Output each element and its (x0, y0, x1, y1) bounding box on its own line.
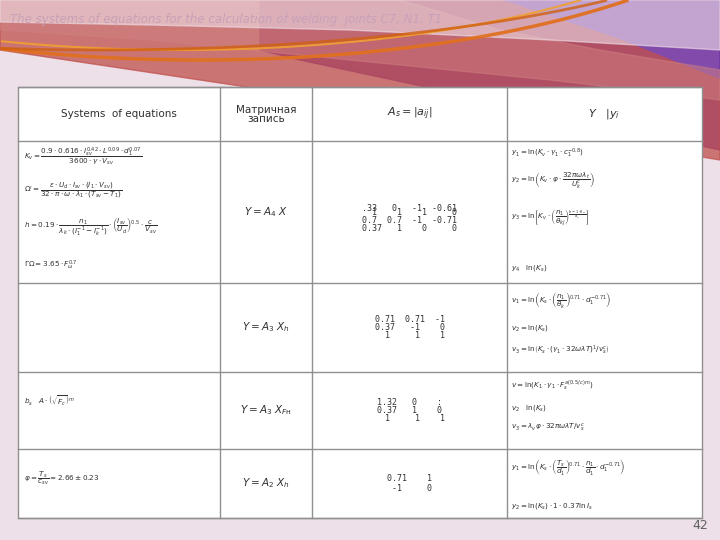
Text: $A_s = |a_{ij}|$: $A_s = |a_{ij}|$ (387, 106, 433, 122)
Text: $y_1 = \ln\!\left(K_s \cdot \left(\dfrac{T_s}{d_1}\right)^{\!0.71} \cdot \dfrac{: $y_1 = \ln\!\left(K_s \cdot \left(\dfrac… (511, 457, 626, 477)
Text: $Y{=}A_3\ X_h$: $Y{=}A_3\ X_h$ (242, 321, 289, 334)
Text: 1.32   0    :: 1.32 0 : (377, 398, 442, 407)
Text: 0.71    1: 0.71 1 (387, 474, 432, 483)
Text: $v = \ln(K_1 \cdot \gamma_1 \cdot F_s^{a(0.5/c)m})$: $v = \ln(K_1 \cdot \gamma_1 \cdot F_s^{a… (511, 378, 593, 392)
Text: $y_4 \quad \ln(K_s)$: $y_4 \quad \ln(K_s)$ (511, 264, 547, 273)
Text: 1     1    1: 1 1 1 (374, 331, 444, 340)
Text: $v_2 = \ln(K_s)$: $v_2 = \ln(K_s)$ (511, 323, 549, 333)
Text: $Y \quad |y_i$: $Y \quad |y_i$ (588, 107, 621, 121)
Text: $v_1 = \ln\!\left(K_s \cdot \left(\dfrac{n_1}{\theta_k}\right)^{\!0.71} \cdot d_: $v_1 = \ln\!\left(K_s \cdot \left(\dfrac… (511, 291, 611, 310)
Text: $Y{=}A_4\ X$: $Y{=}A_4\ X$ (244, 205, 288, 219)
Text: The systems of equations for the calculation of welding  joints C7, N1, T1: The systems of equations for the calcula… (10, 13, 442, 26)
Text: 1     1    1: 1 1 1 (374, 414, 444, 423)
Text: $v_3 = \ln\!\left(K_s \cdot (\gamma_1 \cdot 32\omega\lambda T)^1 / v_s^c\right)$: $v_3 = \ln\!\left(K_s \cdot (\gamma_1 \c… (511, 343, 610, 357)
Text: 0.37   1    0     0: 0.37 1 0 0 (362, 224, 457, 233)
Text: $\Omega' = \dfrac{\varepsilon \cdot U_d \cdot I_{sv} \cdot (I_1 \cdot V_{sv})}{3: $\Omega' = \dfrac{\varepsilon \cdot U_d … (24, 181, 122, 200)
Text: 0.7  0.7  -1  -0.71: 0.7 0.7 -1 -0.71 (362, 215, 457, 225)
Text: 42: 42 (692, 519, 708, 532)
Text: $v_2 \quad \ln(K_s)$: $v_2 \quad \ln(K_s)$ (511, 402, 547, 413)
Bar (18, 87, 702, 518)
Text: -1     0: -1 0 (387, 484, 432, 493)
Text: $\Gamma\Omega = 3.65 \cdot F_{\omega}^{0.7}$: $\Gamma\Omega = 3.65 \cdot F_{\omega}^{0… (24, 259, 78, 272)
Polygon shape (0, 0, 720, 100)
Text: $y_2 = \ln\!\left(K_v \cdot \varphi \cdot \dfrac{32\pi\omega\lambda_t}{U_k^c}\ri: $y_2 = \ln\!\left(K_v \cdot \varphi \cdo… (511, 171, 595, 191)
Polygon shape (260, 0, 720, 150)
Text: Systems  of equations: Systems of equations (61, 109, 177, 119)
Text: $Y{=}A_2\ X_h$: $Y{=}A_2\ X_h$ (242, 476, 289, 490)
Polygon shape (0, 0, 720, 50)
Text: $b_s \quad A \cdot \left(\sqrt{F_c}\right)^m$: $b_s \quad A \cdot \left(\sqrt{F_c}\righ… (24, 393, 75, 408)
Text: 0.71  0.71  -1: 0.71 0.71 -1 (374, 315, 444, 324)
Text: 0.37   1    0: 0.37 1 0 (377, 406, 442, 415)
Text: .33   0   -1  -0.61: .33 0 -1 -0.61 (362, 204, 457, 213)
Text: 0.37   -1    0: 0.37 -1 0 (374, 323, 444, 332)
Text: $Y{=}A_3\ X_{F\text{н}}$: $Y{=}A_3\ X_{F\text{н}}$ (240, 403, 292, 417)
Text: 1    1    1     0: 1 1 1 0 (362, 207, 457, 217)
Text: Матричная: Матричная (235, 105, 296, 115)
Text: $y_2 = \ln(K_s) \cdot 1 \cdot 0.37 \ln I_s$: $y_2 = \ln(K_s) \cdot 1 \cdot 0.37 \ln I… (511, 501, 593, 511)
Text: запись: запись (247, 114, 285, 124)
Text: $y_1 = \ln(K_v \cdot \gamma_1 \cdot c_1^{-0.8})$: $y_1 = \ln(K_v \cdot \gamma_1 \cdot c_1^… (511, 146, 584, 160)
Polygon shape (0, 0, 720, 160)
Text: $y_3 = \ln\!\left[K_v \cdot \left(\dfrac{n_1}{\theta_{kj}}\right)^{\!\frac{b-1 \: $y_3 = \ln\!\left[K_v \cdot \left(\dfrac… (511, 208, 590, 228)
Text: $v_3 = \lambda_v \varphi \cdot 32\pi\omega\lambda T / v_s^c$: $v_3 = \lambda_v \varphi \cdot 32\pi\ome… (511, 422, 585, 434)
Text: $h = 0.19 \cdot \dfrac{n_1}{\lambda_k \cdot (I_1^{-1} - I_k^{-1})} \cdot \left(\: $h = 0.19 \cdot \dfrac{n_1}{\lambda_k \c… (24, 217, 157, 239)
Text: $K_v = \dfrac{0.9 \cdot 0.616 \cdot I_{sv}^{0.42} \cdot L^{0.09} \cdot d_1^{0.07: $K_v = \dfrac{0.9 \cdot 0.616 \cdot I_{s… (24, 145, 143, 167)
Text: $\varphi = \dfrac{T_s}{c_{sv}} = 2.66 \pm 0.23$: $\varphi = \dfrac{T_s}{c_{sv}} = 2.66 \p… (24, 469, 99, 487)
